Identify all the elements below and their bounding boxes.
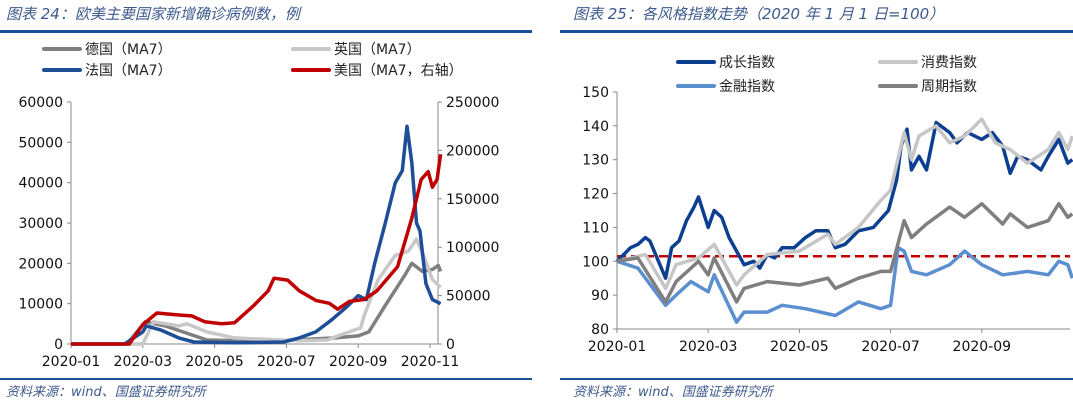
legend-swatch	[291, 47, 331, 51]
legend-swatch	[42, 68, 82, 72]
y-tick-label: 10000	[18, 297, 63, 313]
legend-label: 成长指数	[719, 55, 775, 71]
legend-item-france: 法国（MA7）	[42, 60, 172, 80]
legend-label: 金融指数	[719, 79, 775, 95]
legend-label: 美国（MA7，右轴）	[334, 63, 463, 79]
y-tick-label: 140	[582, 119, 609, 135]
x-tick-label: 2020-05	[185, 354, 244, 370]
y-tick-label: 120	[582, 187, 609, 203]
legend-item-uk: 英国（MA7）	[291, 39, 421, 59]
y-tick-label: 50000	[18, 135, 63, 151]
y-tick-label: 60000	[18, 95, 63, 111]
y-tick-label: 0	[54, 337, 63, 353]
legend-swatch	[676, 84, 716, 88]
series-line-美国（MA7，右轴）	[71, 154, 443, 346]
right-source-note: 资料来源：wind、国盛证券研究所	[573, 385, 773, 400]
x-tick-label: 2020-07	[257, 354, 316, 370]
x-tick-label: 2020-09	[329, 354, 388, 370]
right-title-rule	[560, 30, 1073, 33]
legend-item-finance: 金融指数	[676, 76, 775, 96]
y2-tick-label: 200000	[446, 143, 499, 159]
y-tick-label: 30000	[18, 216, 63, 232]
right-chart-title: 图表 25：各风格指数走势（2020 年 1 月 1 日=100）	[573, 5, 945, 23]
x-tick-label: 2020-05	[770, 339, 829, 355]
y-tick-label: 110	[582, 220, 609, 236]
series-line-消费指数	[616, 117, 1073, 291]
y-tick-label: 130	[582, 153, 609, 169]
legend-item-growth: 成长指数	[676, 52, 775, 72]
y-tick-label: 80	[591, 322, 609, 338]
x-tick-label: 2020-03	[679, 339, 738, 355]
x-tick-label: 2020-03	[114, 354, 173, 370]
x-tick-label: 2020-09	[953, 339, 1012, 355]
legend-item-us: 美国（MA7，右轴）	[291, 60, 463, 80]
legend-swatch	[42, 47, 82, 51]
y-tick-label: 150	[582, 85, 609, 101]
y-tick-label: 20000	[18, 256, 63, 272]
legend-label: 英国（MA7）	[334, 42, 421, 58]
legend-swatch	[291, 68, 331, 72]
y-tick-label: 40000	[18, 176, 63, 192]
y-tick-label: 100	[582, 254, 609, 270]
x-tick-label: 2020-11	[401, 354, 460, 370]
series-line-周期指数	[616, 201, 1073, 304]
x-tick-label: 2020-01	[42, 354, 101, 370]
legend-item-consumption: 消费指数	[878, 52, 977, 72]
left-source-note: 资料来源：wind、国盛证券研究所	[6, 385, 206, 400]
y2-tick-label: 150000	[446, 192, 499, 208]
y2-tick-label: 250000	[446, 95, 499, 111]
series-line-英国（MA7）	[71, 237, 442, 346]
left-title-rule	[0, 30, 532, 33]
x-tick-label: 2020-07	[861, 339, 920, 355]
left-chart-title: 图表 24：欧美主要国家新增确诊病例数，例	[6, 5, 300, 23]
legend-swatch	[878, 84, 918, 88]
legend-item-germany: 德国（MA7）	[42, 39, 172, 59]
left-footer-rule	[0, 378, 532, 380]
legend-label: 德国（MA7）	[85, 42, 172, 58]
legend-label: 法国（MA7）	[85, 63, 172, 79]
series-line-法国（MA7）	[71, 124, 442, 346]
legend-item-cycle: 周期指数	[878, 76, 977, 96]
legend-swatch	[878, 60, 918, 64]
right-footer-rule	[560, 378, 1073, 380]
x-tick-label: 2020-01	[588, 339, 647, 355]
y2-tick-label: 50000	[446, 289, 491, 305]
legend-swatch	[676, 60, 716, 64]
legend-label: 周期指数	[921, 79, 977, 95]
y2-tick-label: 0	[446, 337, 455, 353]
series-line-金融指数	[616, 245, 1073, 324]
y-tick-label: 90	[591, 288, 609, 304]
y2-tick-label: 100000	[446, 240, 499, 256]
legend-label: 消费指数	[921, 55, 977, 71]
